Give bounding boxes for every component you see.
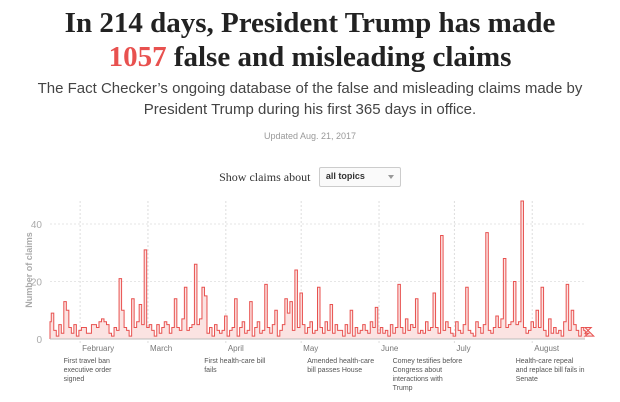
- x-tick-label: June: [381, 344, 399, 353]
- annotation-note: Amended health-care bill passes House: [307, 358, 375, 374]
- x-tick-label: March: [150, 344, 172, 353]
- filter-label: Show claims about: [219, 169, 311, 184]
- x-tick-label: May: [303, 344, 318, 353]
- headline-line-1: In 214 days, President Trump has made: [64, 7, 556, 39]
- claims-series-line: [49, 200, 596, 339]
- subhead: The Fact Checker’s ongoing database of t…: [37, 80, 583, 118]
- headline-line-2: 1057 false and misleading claims: [0, 40, 620, 74]
- y-tick-label: 20: [31, 278, 43, 289]
- x-tick-label: August: [534, 344, 560, 353]
- x-tick-label: February: [82, 344, 114, 353]
- headline: In 214 days, President Trump has made 10…: [0, 6, 620, 74]
- annotation-note: First health-care bill fails: [204, 358, 266, 374]
- x-tick-label: April: [228, 344, 244, 353]
- annotation-note: First travel ban executive order signed: [63, 358, 112, 383]
- topic-select-value: all topics: [325, 171, 365, 181]
- annotation-note: Health-care repeal and replace bill fail…: [515, 358, 585, 383]
- topic-select[interactable]: all topics: [318, 167, 401, 187]
- x-tick-label: July: [456, 344, 470, 353]
- topic-filter: Show claims about all topics: [0, 167, 620, 187]
- annotation-note: Comey testifies before Congress about in…: [392, 358, 463, 392]
- y-axis-label: Number of claims: [24, 232, 34, 308]
- updated-date: Updated Aug. 21, 2017: [263, 131, 357, 141]
- claims-area-fill: [50, 201, 594, 339]
- y-tick-label: 40: [31, 220, 43, 231]
- headline-line-2-text: false and misleading claims: [166, 41, 512, 73]
- y-tick-label: 0: [36, 335, 42, 346]
- claim-count: 1057: [108, 41, 167, 73]
- chevron-down-icon: [387, 175, 394, 179]
